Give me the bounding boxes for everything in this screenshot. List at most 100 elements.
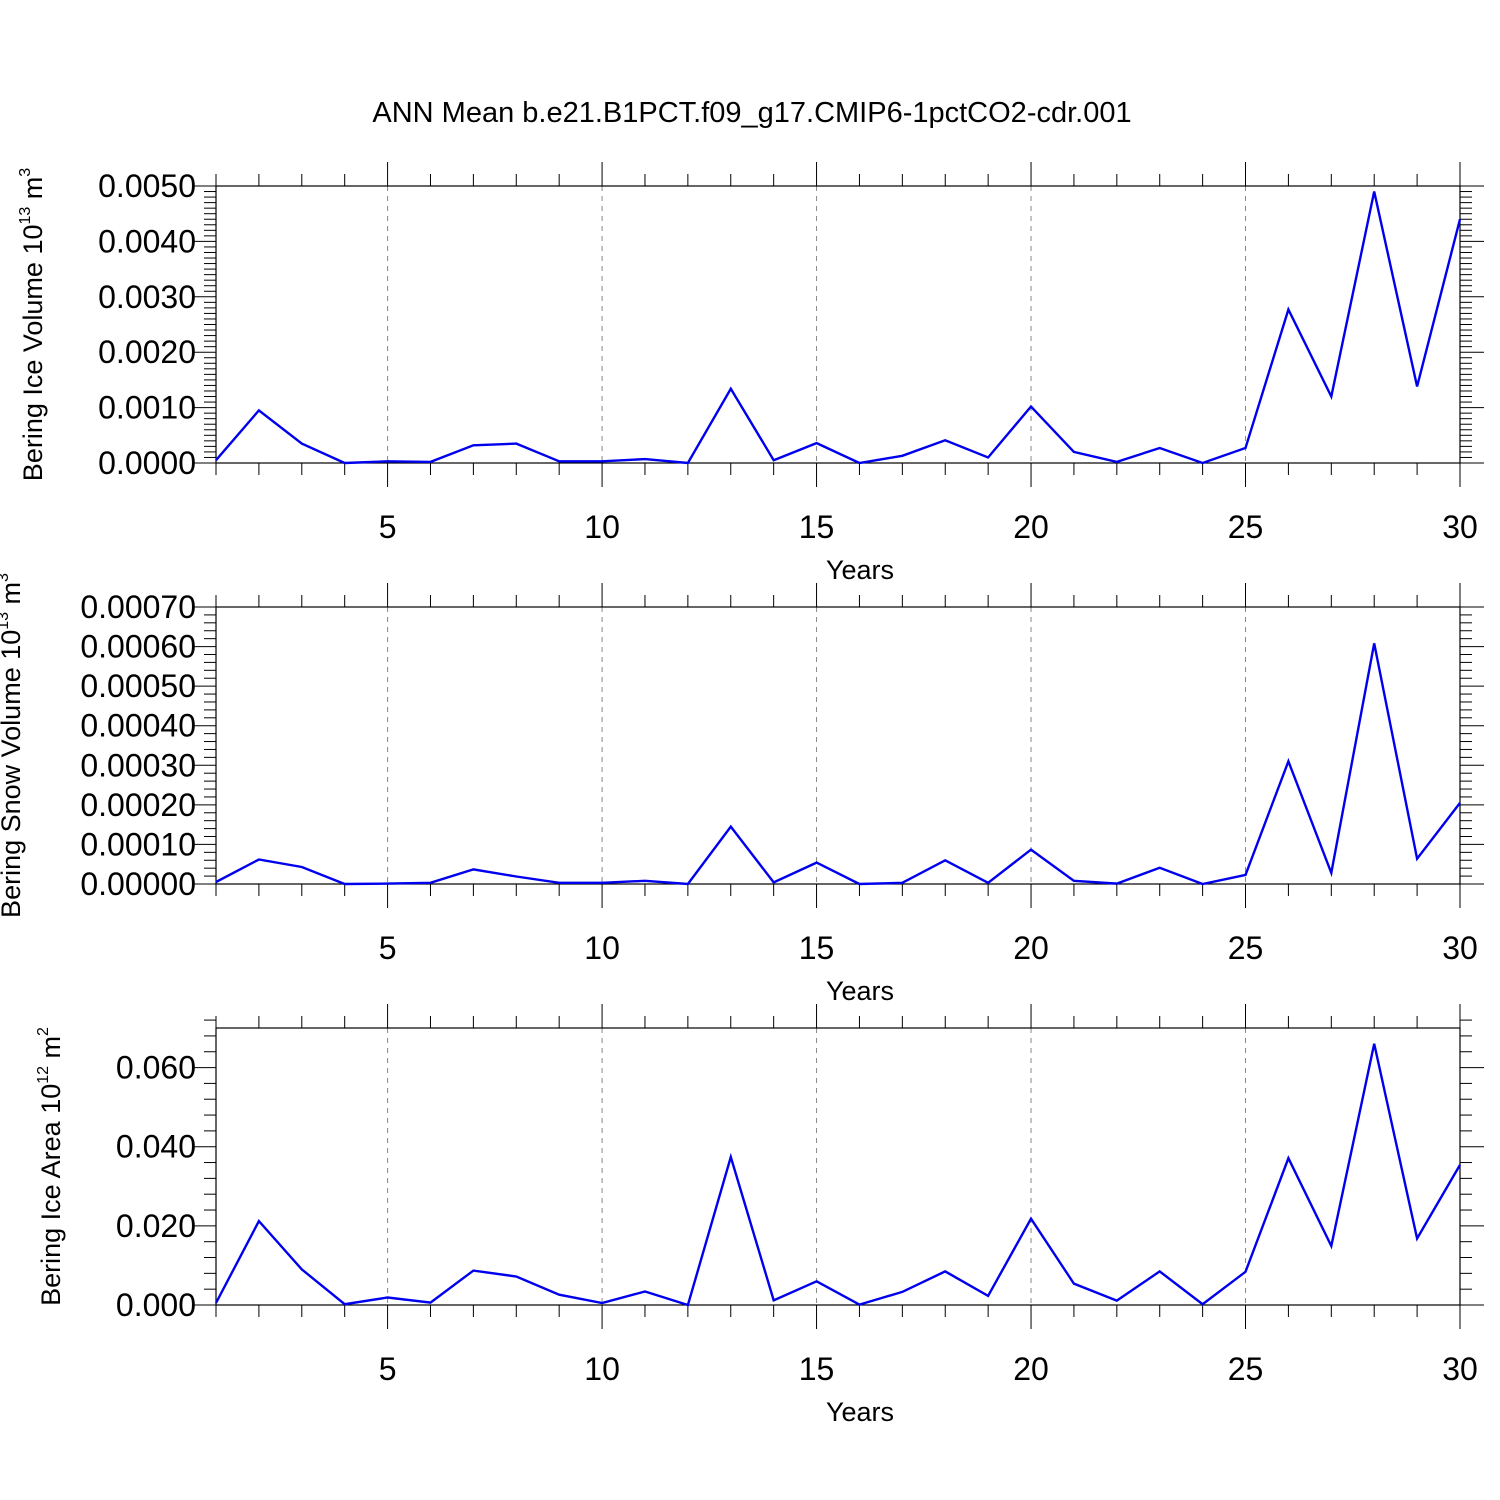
data-point [1329, 1244, 1333, 1248]
data-point [1201, 461, 1205, 465]
x-tick-label: 25 [1228, 509, 1264, 545]
data-point [986, 455, 990, 459]
data-point [900, 1290, 904, 1294]
y-tick-label: 0.00040 [80, 708, 196, 744]
data-point [986, 881, 990, 885]
data-point [1029, 848, 1033, 852]
x-tick-label: 15 [799, 1351, 835, 1387]
series-line [214, 1043, 1462, 1307]
data-point [1372, 641, 1376, 645]
data-point [1415, 857, 1419, 861]
x-axis-label: Years [826, 976, 894, 1006]
data-point [471, 867, 475, 871]
data-point [1415, 1237, 1419, 1241]
y-tick-label: 0.00050 [80, 668, 196, 704]
data-point [557, 881, 561, 885]
data-point [428, 881, 432, 885]
y-axis-label: Bering Ice Area 1012 m2 [35, 1027, 66, 1306]
data-point [257, 857, 261, 861]
x-tick-label: 30 [1442, 1351, 1478, 1387]
data-point [600, 881, 604, 885]
data-point [428, 1301, 432, 1305]
x-tick-label: 10 [584, 1351, 620, 1387]
y-axis-label-main: Bering Snow Volume 10 [0, 630, 26, 918]
y-tick-label: 0.00010 [80, 826, 196, 862]
data-point [1458, 1163, 1462, 1167]
x-tick-label: 10 [584, 509, 620, 545]
x-tick-label: 10 [584, 930, 620, 966]
data-point [471, 1269, 475, 1273]
data-point [1029, 404, 1033, 408]
data-point [815, 861, 819, 865]
data-point [772, 880, 776, 884]
data-point [857, 461, 861, 465]
data-point [1244, 1270, 1248, 1274]
data-point [343, 882, 347, 886]
y-axis-label-unit-exponent: 3 [17, 168, 34, 177]
series-line [215, 643, 1461, 886]
data-point [600, 459, 604, 463]
y-tick-label: 0.0050 [98, 168, 196, 204]
y-axis-label-unit: m [18, 177, 48, 207]
data-point [686, 1303, 690, 1307]
data-point [1115, 1299, 1119, 1303]
data-point [300, 865, 304, 869]
plot-frame [215, 1027, 1461, 1306]
data-point [214, 880, 218, 884]
data-point [772, 1298, 776, 1302]
data-point [257, 1219, 261, 1223]
data-point [1372, 1042, 1376, 1046]
data-point [686, 461, 690, 465]
data-point [428, 460, 432, 464]
y-tick-label: 0.00030 [80, 747, 196, 783]
data-point [1244, 873, 1248, 877]
data-point [1115, 460, 1119, 464]
data-point [1372, 190, 1376, 194]
data-point [300, 1267, 304, 1271]
data-point [343, 1302, 347, 1306]
data-point [1458, 801, 1462, 805]
y-tick-label: 0.00060 [80, 629, 196, 665]
y-axis-label-exponent: 12 [35, 1066, 52, 1084]
data-point [1286, 308, 1290, 312]
data-point [686, 882, 690, 886]
data-point [1244, 446, 1248, 450]
data-point [1158, 446, 1162, 450]
figure-title: ANN Mean b.e21.B1PCT.f09_g17.CMIP6-1pctC… [372, 97, 1131, 129]
data-point [857, 882, 861, 886]
data-point [1458, 217, 1462, 221]
data-point [386, 882, 390, 886]
y-tick-label: 0.0000 [98, 445, 196, 481]
data-point [943, 1269, 947, 1273]
data-point [386, 1295, 390, 1299]
data-point [214, 458, 218, 462]
data-point [1158, 1269, 1162, 1273]
data-point [514, 442, 518, 446]
y-tick-label: 0.060 [116, 1050, 196, 1086]
panel-1: 0.0000 0.0010 0.0020 0.0030 0.0040 0.0050 5 10 1… [17, 162, 1484, 585]
data-point [643, 879, 647, 883]
y-tick-label: 0.0030 [98, 279, 196, 315]
data-point [600, 1301, 604, 1305]
y-tick-label: 0.00070 [80, 589, 196, 625]
x-axis-label: Years [826, 1397, 894, 1427]
x-tick-label: 20 [1013, 509, 1049, 545]
y-axis-label-unit-exponent: 2 [35, 1027, 52, 1036]
data-point [1201, 1302, 1205, 1306]
data-point [1201, 882, 1205, 886]
x-tick-label: 25 [1228, 930, 1264, 966]
data-point [729, 387, 733, 391]
data-point [900, 881, 904, 885]
data-point [300, 442, 304, 446]
y-tick-label: 0.0010 [98, 390, 196, 426]
y-tick-label: 0.0040 [98, 223, 196, 259]
x-tick-label: 20 [1013, 930, 1049, 966]
x-tick-label: 25 [1228, 1351, 1264, 1387]
data-point [772, 458, 776, 462]
y-axis-label-exponent: 13 [17, 207, 34, 225]
y-tick-label: 0.040 [116, 1129, 196, 1165]
data-point [557, 1293, 561, 1297]
x-tick-label: 5 [379, 1351, 397, 1387]
data-point [729, 1155, 733, 1159]
